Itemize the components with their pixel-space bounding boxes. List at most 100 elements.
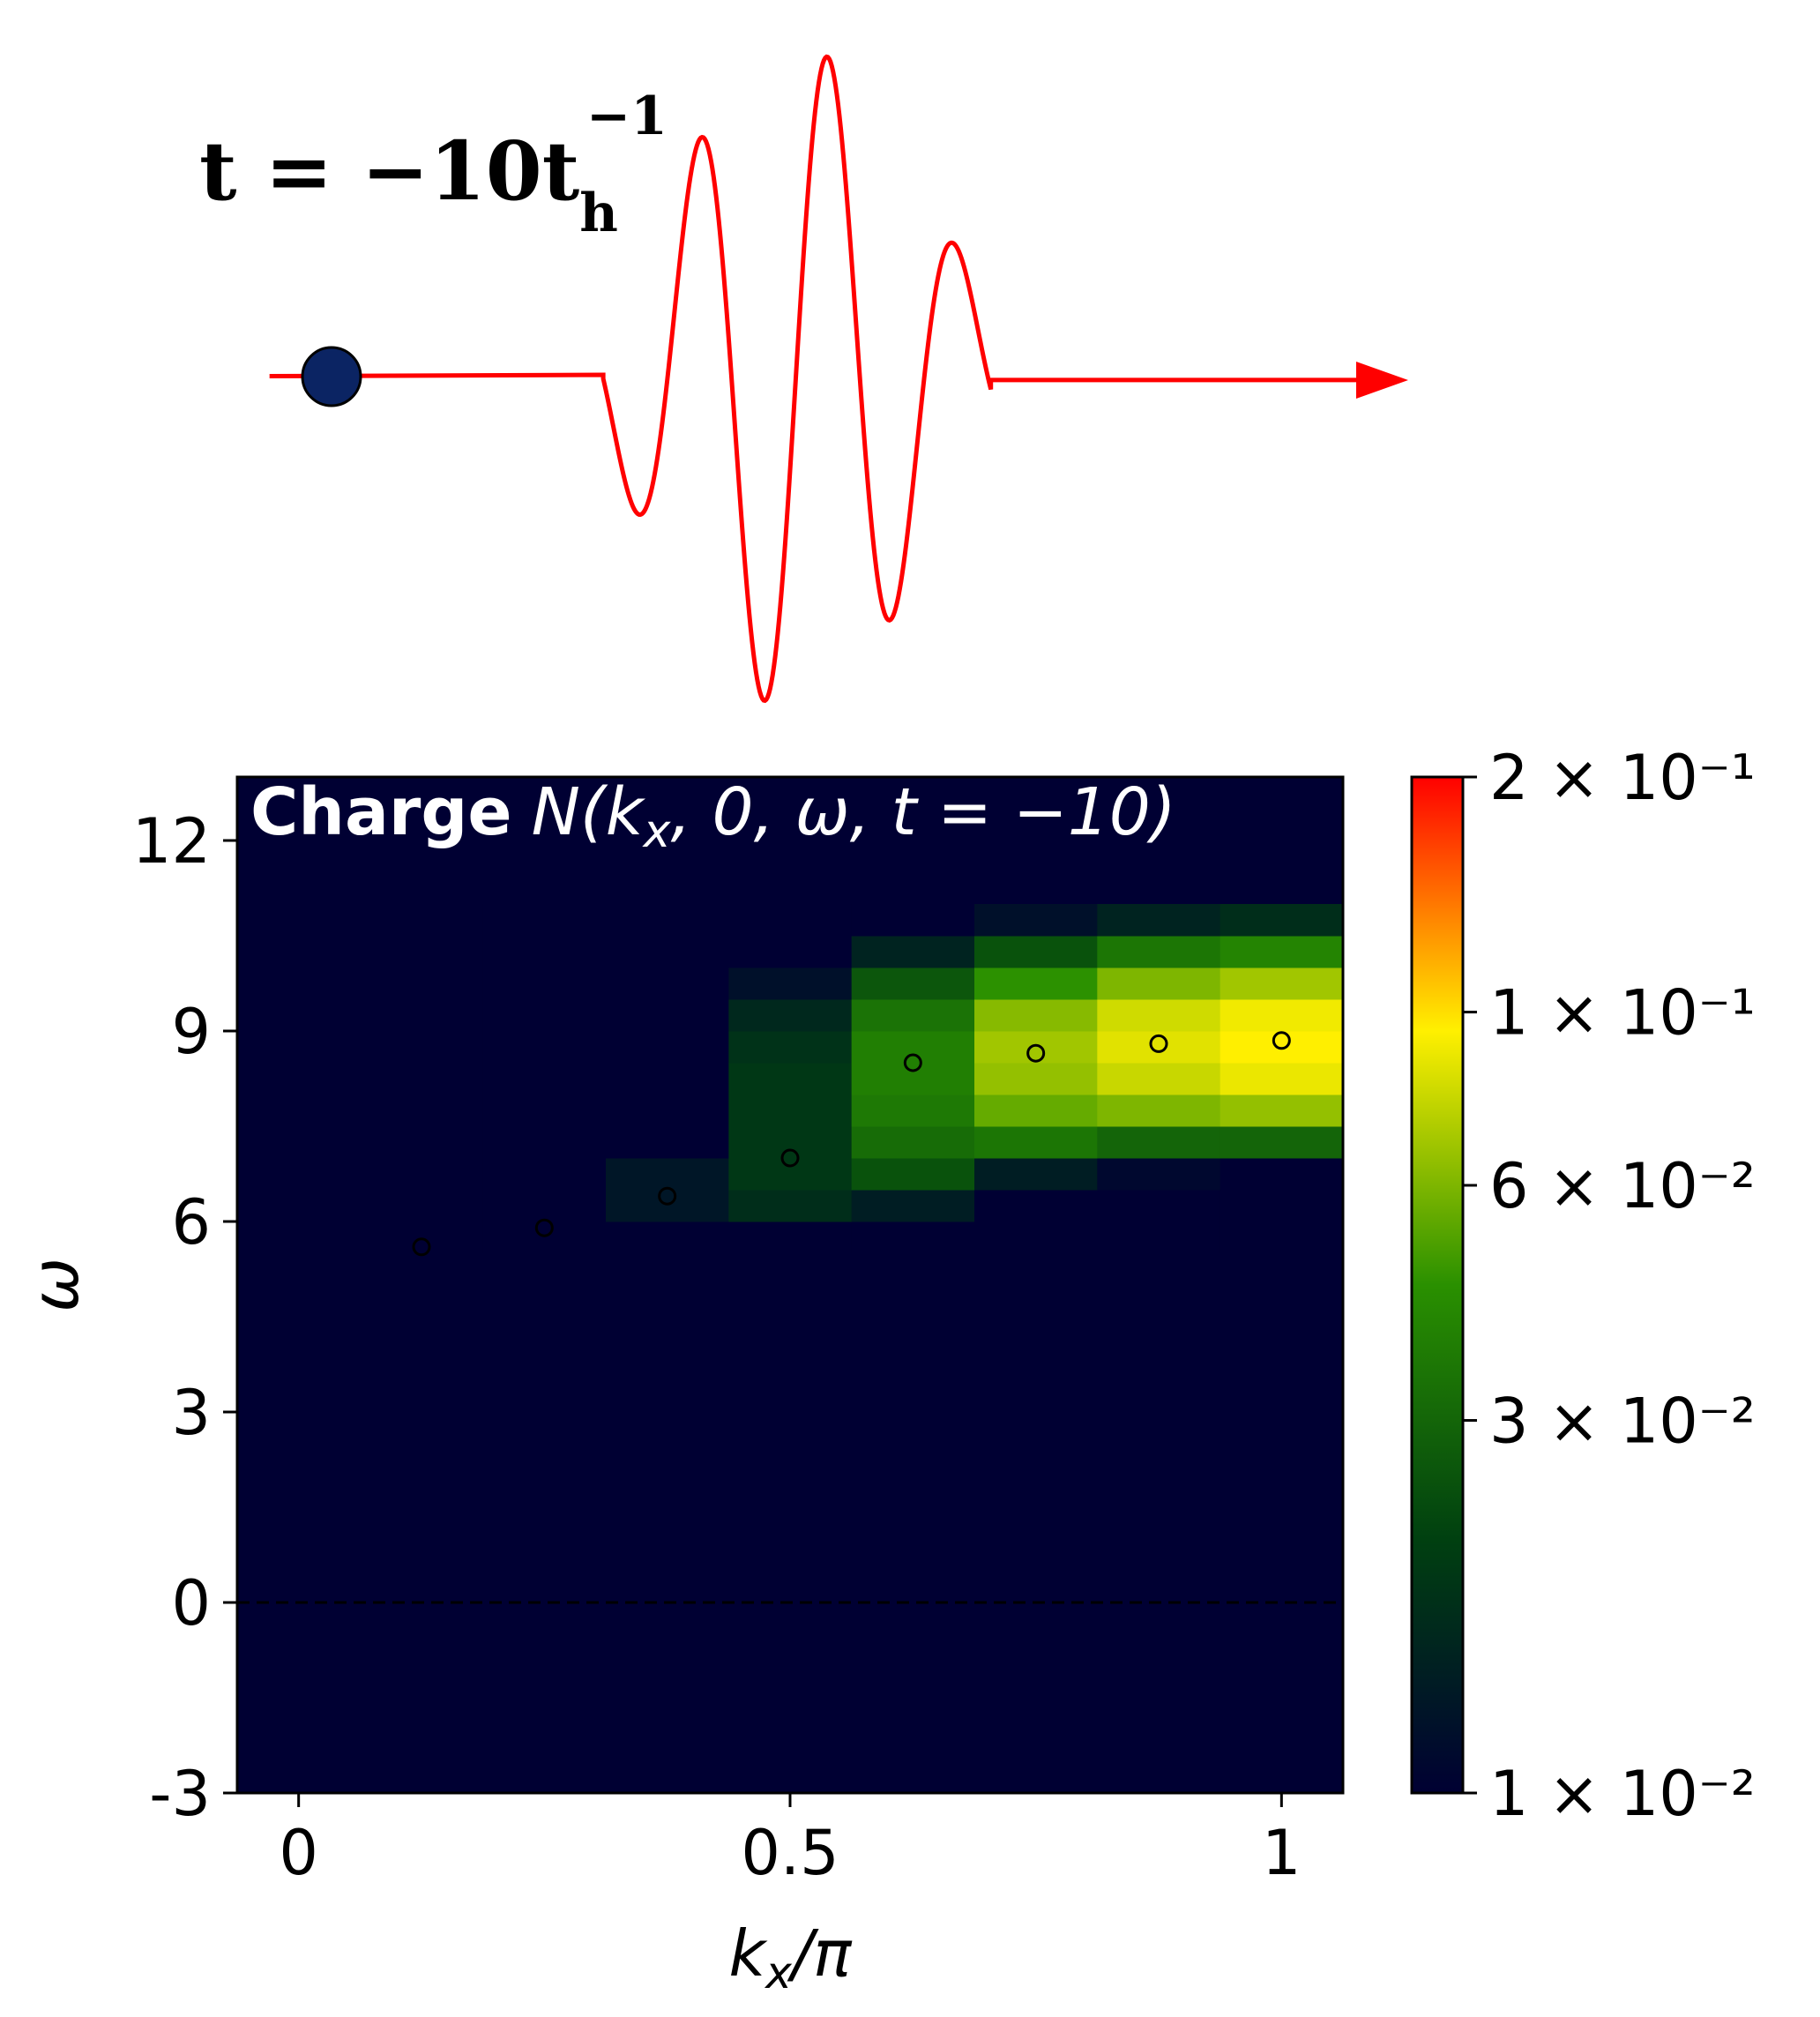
chart-title: Charge N(kx, 0, ω, t = −10): [250, 774, 1176, 858]
heatmap-cell: [482, 1190, 607, 1222]
heatmap-cell: [1220, 936, 1344, 968]
heatmap-cell: [482, 1094, 607, 1127]
heatmap-cell: [482, 1126, 607, 1159]
x-tick-label: 0.5: [741, 1817, 839, 1889]
title-math: , 0, ω, t = −10): [670, 774, 1175, 850]
y-tick-label: 6: [171, 1186, 211, 1259]
scatter-point: [1026, 1043, 1046, 1063]
heatmap-cell: [482, 904, 607, 937]
heatmap-cell: [728, 904, 853, 937]
pulse: [269, 54, 1361, 704]
heatmap-cell: [974, 999, 1098, 1032]
heatmap-cell: [1097, 1094, 1221, 1127]
x-axis-label: kx/π: [729, 1916, 854, 1998]
x-label-part: /π: [787, 1916, 853, 1991]
heatmap-cell: [237, 999, 361, 1032]
x-tick-label: 1: [1262, 1817, 1302, 1889]
heatmap-cell: [606, 1158, 729, 1191]
y-tick-label: -3: [149, 1758, 211, 1830]
heatmap-cell: [482, 967, 607, 1000]
heatmap-cell: [606, 1190, 729, 1222]
scatter-point: [780, 1148, 800, 1168]
heatmap-cell: [606, 967, 729, 1000]
heatmap-cell: [1220, 967, 1344, 1000]
heatmap-cell: [1220, 999, 1344, 1032]
scatter-point: [903, 1053, 922, 1072]
colorbar-tick-label: 1 × 10⁻¹: [1489, 977, 1756, 1050]
heatmap-cell: [1220, 1094, 1344, 1127]
scatter-point: [534, 1218, 554, 1237]
heatmap-cell: [360, 1063, 484, 1095]
heatmap-cell: [851, 1094, 975, 1127]
x-label-part: k: [729, 1916, 769, 1991]
heatmap-cell: [851, 936, 975, 968]
heatmap-cell: [974, 936, 1098, 968]
scatter-point: [658, 1186, 677, 1206]
heatmap-cell: [482, 1158, 607, 1191]
y-tick-label: 0: [171, 1567, 211, 1640]
heatmap-cell: [728, 967, 853, 1000]
heatmap-cell: [1220, 1221, 1344, 1254]
heatmap-cell: [606, 999, 729, 1032]
heatmap-cell: [606, 1031, 729, 1064]
heatmap-cell: [1220, 1031, 1344, 1064]
heatmap-cell: [482, 1031, 607, 1064]
colorbar-tick-label: 6 × 10⁻²: [1489, 1150, 1756, 1222]
x-tick-label: 0: [279, 1817, 318, 1889]
scatter-point: [1149, 1034, 1168, 1053]
heatmap-cell: [606, 1063, 729, 1095]
title-sub: x: [642, 805, 672, 858]
heatmap-cell: [360, 1158, 484, 1191]
heatmap-cell: [606, 1094, 729, 1127]
y-tick-label: 3: [171, 1377, 211, 1449]
heatmap-cell: [237, 936, 361, 968]
heatmap-cell: [851, 1221, 975, 1254]
heatmap-cell: [1220, 904, 1344, 937]
heatmap-cell: [851, 999, 975, 1032]
heatmap-cell: [606, 1126, 729, 1159]
heatmap-cell: [237, 967, 361, 1000]
heatmap-cell: [1220, 1190, 1344, 1222]
plot: -3 0 3 6 9 12 0 0.5 1: [132, 775, 1345, 1889]
heatmap-cell: [974, 904, 1098, 937]
heatmap-cell: [974, 1221, 1098, 1254]
heatmap-cell: [360, 1221, 484, 1254]
heatmap-cell: [728, 1063, 853, 1095]
heatmap-cell: [1097, 999, 1221, 1032]
heatmap-cell: [1220, 1126, 1344, 1159]
colorbar-tick-label: 3 × 10⁻²: [1489, 1386, 1756, 1458]
heatmap-cell: [851, 1126, 975, 1159]
heatmap-cell: [728, 1126, 853, 1159]
heatmap-cell: [237, 1126, 361, 1159]
heatmap-cell: [1220, 1063, 1344, 1095]
heatmap-cell: [360, 936, 484, 968]
heatmap-cell: [851, 1190, 975, 1222]
heatmap-cell: [606, 904, 729, 937]
annotation-sup: −1: [586, 86, 668, 147]
heatmap-cell: [237, 904, 361, 937]
heatmap-cell: [974, 967, 1098, 1000]
arrow-head: [1356, 362, 1408, 399]
heatmap-cell: [237, 1063, 361, 1095]
heatmap-cell: [606, 936, 729, 968]
heatmap-cell: [237, 1158, 361, 1191]
heatmap-cell: [482, 936, 607, 968]
heatmap-cell: [237, 1221, 361, 1254]
heatmap-cell: [482, 999, 607, 1032]
colorbar: [1410, 775, 1465, 1795]
heatmap-cell: [360, 1094, 484, 1127]
annotation-text: t = −10t: [199, 123, 580, 219]
heatmap-cell: [1097, 1158, 1221, 1191]
y-tick-label: 9: [171, 996, 211, 1068]
heatmap-cell: [1097, 936, 1221, 968]
heatmap-cell: [974, 1094, 1098, 1127]
heatmap-cell: [728, 936, 853, 968]
time-annotation: t = −10th −1: [199, 86, 668, 244]
heatmap-cell: [728, 1190, 853, 1222]
heatmap-cell: [974, 1063, 1098, 1095]
scatter-point: [412, 1237, 431, 1257]
heatmap-cell: [1097, 1126, 1221, 1159]
heatmap-cell: [237, 1190, 361, 1222]
heatmap-cell: [606, 1221, 729, 1254]
heatmap-cell: [360, 1126, 484, 1159]
